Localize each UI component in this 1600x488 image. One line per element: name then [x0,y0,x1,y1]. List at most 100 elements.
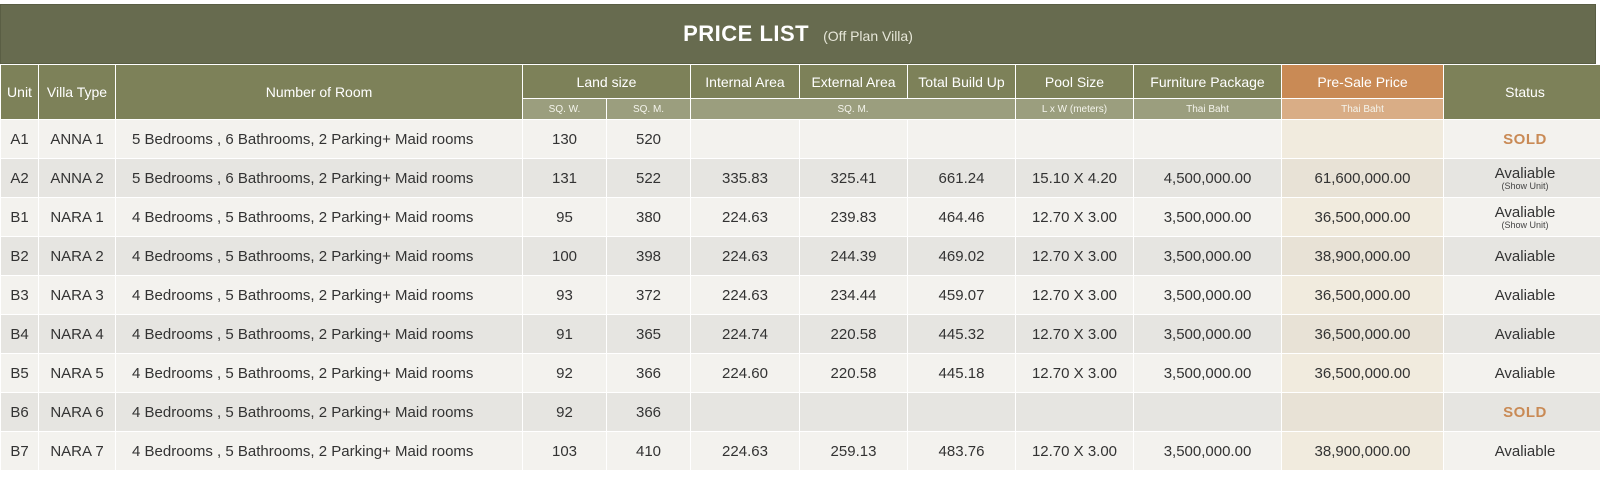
cell-external-area: 259.13 [799,431,908,471]
cell-status: Avaliable [1443,236,1600,276]
cell-rooms: 4 Bedrooms , 5 Bathrooms, 2 Parking+ Mai… [115,314,523,354]
cell-pool-size: 12.70 X 3.00 [1015,314,1134,354]
status-label: Avaliable [1494,442,1556,460]
header-total-build-up: Total Build Up [907,64,1016,99]
cell-furniture-package: 3,500,000.00 [1133,275,1282,315]
cell-unit: B7 [0,431,39,471]
cell-land-sqw: 92 [522,353,607,393]
cell-furniture-package: 3,500,000.00 [1133,314,1282,354]
cell-rooms: 5 Bedrooms , 6 Bathrooms, 2 Parking+ Mai… [115,119,523,159]
cell-external-area: 220.58 [799,353,908,393]
cell-internal-area: 335.83 [690,158,800,198]
cell-pool-size [1015,392,1134,432]
cell-presale-price: 36,500,000.00 [1281,353,1444,393]
cell-presale-price [1281,119,1444,159]
status-label: SOLD [1503,130,1547,148]
page-title: PRICE LIST [683,21,810,46]
cell-rooms: 5 Bedrooms , 6 Bathrooms, 2 Parking+ Mai… [115,158,523,198]
cell-villa-type: ANNA 1 [38,119,116,159]
cell-presale-price: 36,500,000.00 [1281,275,1444,315]
cell-rooms: 4 Bedrooms , 5 Bathrooms, 2 Parking+ Mai… [115,431,523,471]
cell-land-sqm: 520 [606,119,691,159]
cell-unit: B4 [0,314,39,354]
cell-furniture-package: 3,500,000.00 [1133,431,1282,471]
cell-status: Avaliable (Show Unit) [1443,197,1600,237]
cell-land-sqm: 522 [606,158,691,198]
title-bar: PRICE LIST (Off Plan Villa) [0,4,1596,64]
cell-status: Avaliable [1443,314,1600,354]
cell-unit: B6 [0,392,39,432]
price-list-sheet: PRICE LIST (Off Plan Villa) Unit Villa T… [0,4,1600,471]
cell-status: SOLD [1443,119,1600,159]
cell-unit: A2 [0,158,39,198]
cell-presale-price [1281,392,1444,432]
status-label: Avaliable [1494,364,1556,382]
cell-external-area: 325.41 [799,158,908,198]
cell-furniture-package: 3,500,000.00 [1133,353,1282,393]
cell-unit: A1 [0,119,39,159]
cell-internal-area: 224.74 [690,314,800,354]
status-label: Avaliable [1494,325,1556,343]
subheader-land-sqw: SQ. W. [522,98,607,120]
cell-rooms: 4 Bedrooms , 5 Bathrooms, 2 Parking+ Mai… [115,353,523,393]
cell-unit: B1 [0,197,39,237]
cell-internal-area: 224.63 [690,236,800,276]
cell-land-sqw: 95 [522,197,607,237]
subheader-furniture-currency: Thai Baht [1133,98,1282,120]
cell-land-sqw: 91 [522,314,607,354]
cell-total-build-up: 661.24 [907,158,1016,198]
cell-presale-price: 38,900,000.00 [1281,431,1444,471]
cell-external-area [799,392,908,432]
cell-internal-area: 224.63 [690,275,800,315]
subheader-pool-dims: L x W (meters) [1015,98,1134,120]
status-note: (Show Unit) [1501,219,1549,230]
cell-total-build-up [907,119,1016,159]
cell-total-build-up [907,392,1016,432]
cell-furniture-package [1133,392,1282,432]
cell-villa-type: ANNA 2 [38,158,116,198]
cell-status: Avaliable [1443,275,1600,315]
cell-status: Avaliable [1443,353,1600,393]
cell-pool-size: 12.70 X 3.00 [1015,275,1134,315]
cell-status: Avaliable [1443,431,1600,471]
cell-pool-size: 12.70 X 3.00 [1015,236,1134,276]
cell-internal-area: 224.63 [690,197,800,237]
cell-land-sqm: 366 [606,392,691,432]
header-unit: Unit [0,64,39,120]
cell-total-build-up: 464.46 [907,197,1016,237]
cell-villa-type: NARA 7 [38,431,116,471]
cell-total-build-up: 469.02 [907,236,1016,276]
cell-external-area: 234.44 [799,275,908,315]
status-label: Avaliable [1494,203,1556,221]
cell-villa-type: NARA 2 [38,236,116,276]
cell-land-sqm: 366 [606,353,691,393]
status-label: SOLD [1503,403,1547,421]
cell-pool-size: 12.70 X 3.00 [1015,431,1134,471]
cell-pool-size [1015,119,1134,159]
cell-land-sqw: 103 [522,431,607,471]
cell-presale-price: 36,500,000.00 [1281,314,1444,354]
cell-unit: B3 [0,275,39,315]
cell-furniture-package: 3,500,000.00 [1133,197,1282,237]
cell-villa-type: NARA 1 [38,197,116,237]
cell-internal-area [690,119,800,159]
cell-total-build-up: 445.18 [907,353,1016,393]
cell-pool-size: 12.70 X 3.00 [1015,353,1134,393]
status-label: Avaliable [1494,286,1556,304]
cell-land-sqw: 92 [522,392,607,432]
cell-external-area: 220.58 [799,314,908,354]
price-table: Unit Villa Type Number of Room Land size… [0,64,1600,471]
cell-land-sqm: 398 [606,236,691,276]
cell-rooms: 4 Bedrooms , 5 Bathrooms, 2 Parking+ Mai… [115,197,523,237]
cell-total-build-up: 483.76 [907,431,1016,471]
cell-presale-price: 36,500,000.00 [1281,197,1444,237]
header-status: Status [1443,64,1600,120]
cell-external-area: 244.39 [799,236,908,276]
cell-pool-size: 15.10 X 4.20 [1015,158,1134,198]
cell-furniture-package: 4,500,000.00 [1133,158,1282,198]
header-villa-type: Villa Type [38,64,116,120]
cell-total-build-up: 459.07 [907,275,1016,315]
